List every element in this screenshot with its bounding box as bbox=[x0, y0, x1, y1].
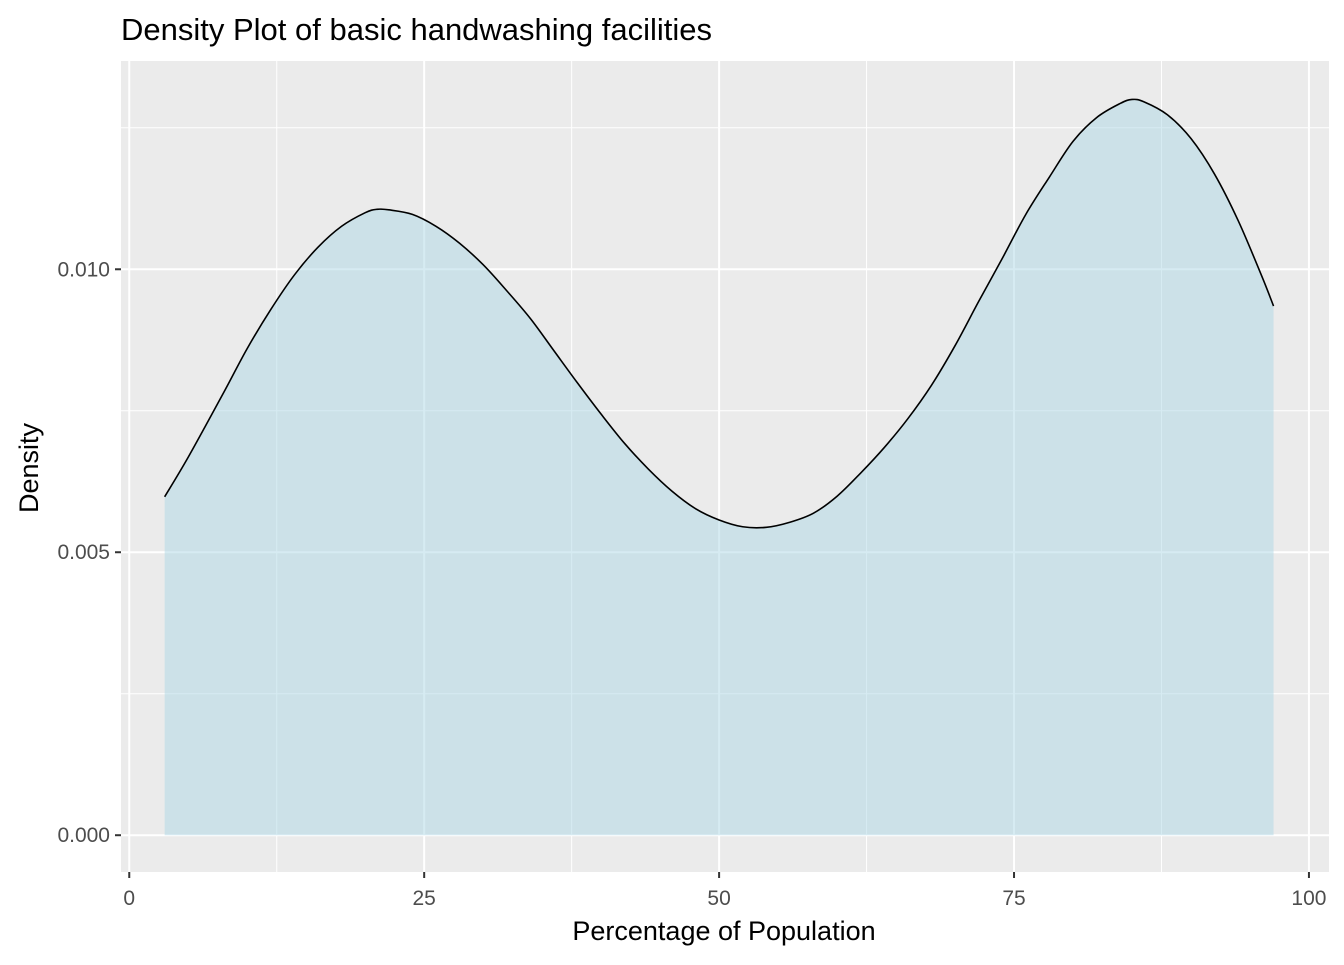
density-series bbox=[163, 98, 1275, 836]
y-tick-label: 0.010 bbox=[57, 258, 110, 281]
x-axis-title: Percentage of Population bbox=[572, 916, 875, 946]
chart-title: Density Plot of basic handwashing facili… bbox=[121, 12, 712, 47]
y-axis-ticks: 0.000 0.005 0.010 bbox=[57, 258, 121, 847]
y-tick-label: 0.000 bbox=[57, 824, 110, 847]
x-tick-label: 50 bbox=[707, 887, 730, 910]
x-tick-label: 75 bbox=[1002, 887, 1025, 910]
x-tick-label: 25 bbox=[413, 887, 436, 910]
x-axis-ticks: 0 25 50 75 100 bbox=[123, 872, 1326, 910]
density-area bbox=[164, 99, 1274, 836]
density-line bbox=[163, 98, 1275, 529]
x-tick-label: 100 bbox=[1291, 887, 1326, 910]
x-tick-label: 0 bbox=[123, 887, 135, 910]
y-tick-label: 0.005 bbox=[57, 541, 110, 564]
y-axis-title: Density bbox=[14, 422, 44, 513]
